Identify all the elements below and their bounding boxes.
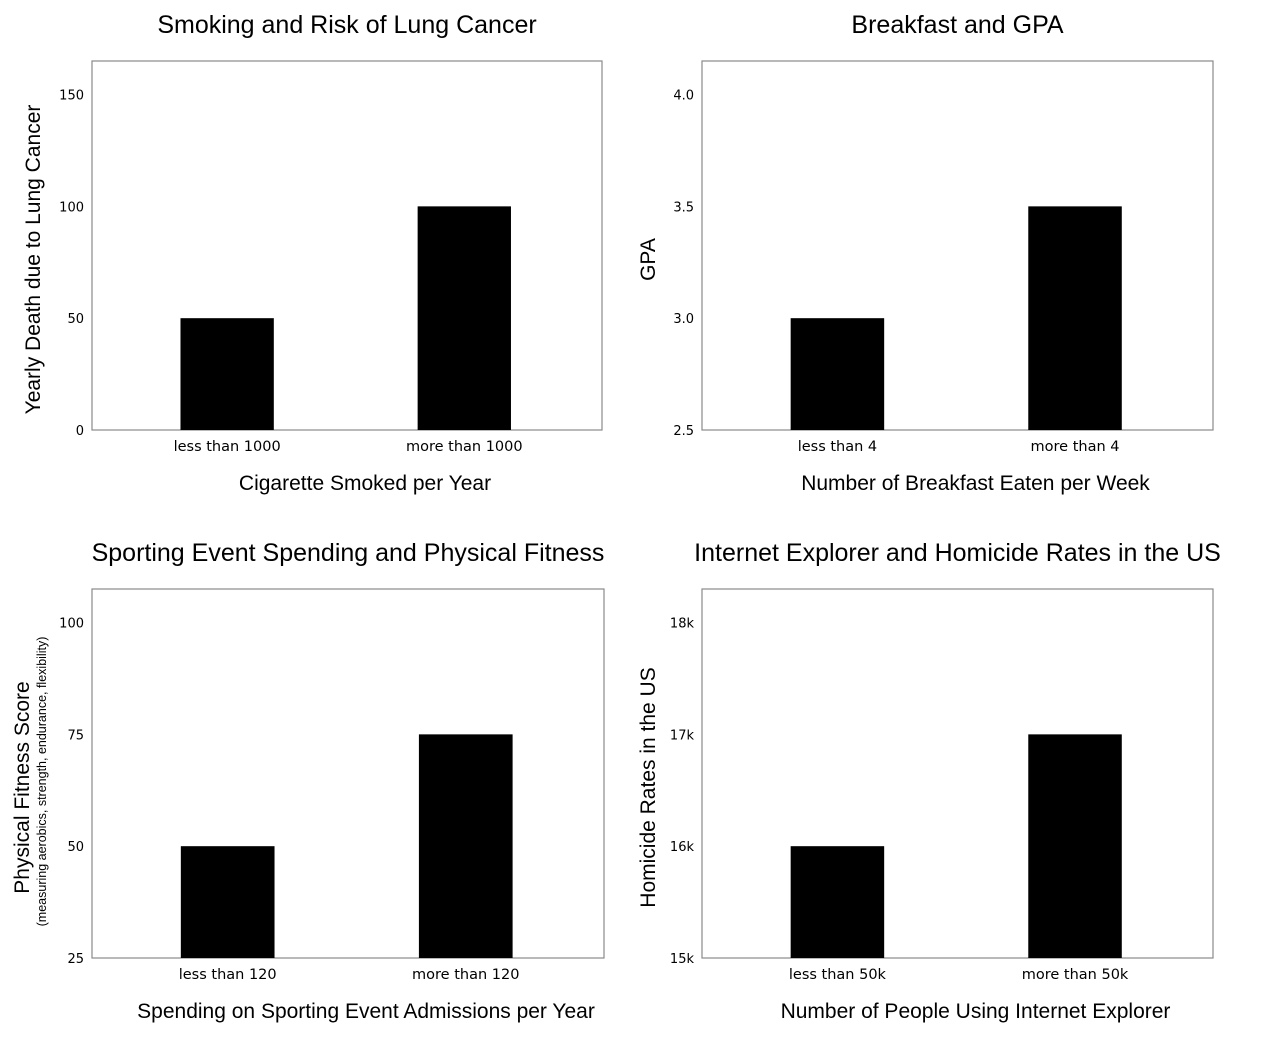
y-tick-label: 2.5: [673, 424, 694, 439]
x-tick-label: less than 120: [179, 967, 277, 983]
y-tick-label: 0: [76, 424, 84, 439]
x-tick-label: less than 4: [798, 439, 877, 455]
bar-2: [1028, 206, 1122, 430]
x-tick-label: less than 1000: [174, 439, 281, 455]
x-axis-label: Number of People Using Internet Explorer: [781, 1000, 1171, 1023]
bar-1: [180, 846, 275, 958]
y-tick-label: 4.0: [673, 89, 694, 104]
y-tick-label: 25: [67, 952, 84, 967]
y-tick-label: 18k: [670, 617, 695, 632]
x-tick-label: less than 50k: [789, 967, 887, 983]
bar-2: [417, 206, 511, 430]
y-axis-label: Homicide Rates in the US: [637, 667, 660, 907]
chart-panel-gpa: Breakfast and GPA 2.5 3.0 3.5 4.0 less than 4…: [610, 0, 1248, 519]
y-tick-label: 16k: [670, 840, 695, 855]
y-axis-label: Physical Fitness Score: [11, 681, 34, 893]
chart-gpa: Breakfast and GPA 2.5 3.0 3.5 4.0 less than 4…: [637, 11, 1214, 495]
bar-1: [180, 318, 274, 430]
bar-2: [418, 734, 513, 958]
x-axis-label: Number of Breakfast Eaten per Week: [801, 472, 1150, 495]
y-tick-label: 3.0: [673, 312, 694, 327]
chart-title: Smoking and Risk of Lung Cancer: [157, 11, 536, 39]
y-tick-label: 75: [67, 728, 84, 743]
y-axis-sublabel: (measuring aerobics, strength, endurance…: [35, 637, 49, 927]
x-tick-label: more than 120: [412, 967, 519, 983]
plot-frame: [701, 588, 1214, 959]
y-tick-label: 100: [59, 200, 84, 215]
x-tick-label: more than 1000: [406, 439, 523, 455]
x-tick-label: more than 50k: [1022, 967, 1129, 983]
chart-fitness: Sporting Event Spending and Physical Fit…: [11, 539, 605, 1023]
bar-1: [790, 846, 885, 958]
x-axis-label: Spending on Sporting Event Admissions pe…: [137, 1000, 595, 1023]
plot-frame: [91, 60, 603, 431]
y-tick-label: 100: [59, 617, 84, 632]
y-tick-label: 15k: [670, 952, 695, 967]
y-tick-label: 17k: [670, 728, 695, 743]
x-tick-label: more than 4: [1031, 439, 1120, 455]
bar-2: [1028, 734, 1122, 958]
chart-title: Internet Explorer and Homicide Rates in …: [694, 539, 1221, 567]
y-axis-label: Yearly Death due to Lung Cancer: [22, 105, 45, 415]
chart-panel-fitness: Sporting Event Spending and Physical Fit…: [0, 528, 638, 1047]
chart-panel-homicide: Internet Explorer and Homicide Rates in …: [610, 528, 1248, 1047]
plot-frame: [91, 588, 605, 959]
y-tick-label: 3.5: [673, 200, 694, 215]
chart-title: Sporting Event Spending and Physical Fit…: [92, 539, 605, 567]
x-axis-label: Cigarette Smoked per Year: [239, 472, 491, 495]
chart-title: Breakfast and GPA: [851, 11, 1063, 39]
y-tick-label: 150: [59, 89, 84, 104]
chart-panel-lung-cancer: Smoking and Risk of Lung Cancer 0 50 100 150…: [0, 0, 638, 519]
bar-1: [790, 318, 885, 430]
plot-frame: [701, 60, 1214, 431]
y-tick-label: 50: [67, 312, 84, 327]
chart-homicide: Internet Explorer and Homicide Rates in …: [637, 539, 1221, 1023]
y-tick-label: 50: [67, 840, 84, 855]
y-axis-label: GPA: [637, 238, 660, 281]
chart-lung-cancer: Smoking and Risk of Lung Cancer 0 50 100 150…: [22, 11, 603, 495]
